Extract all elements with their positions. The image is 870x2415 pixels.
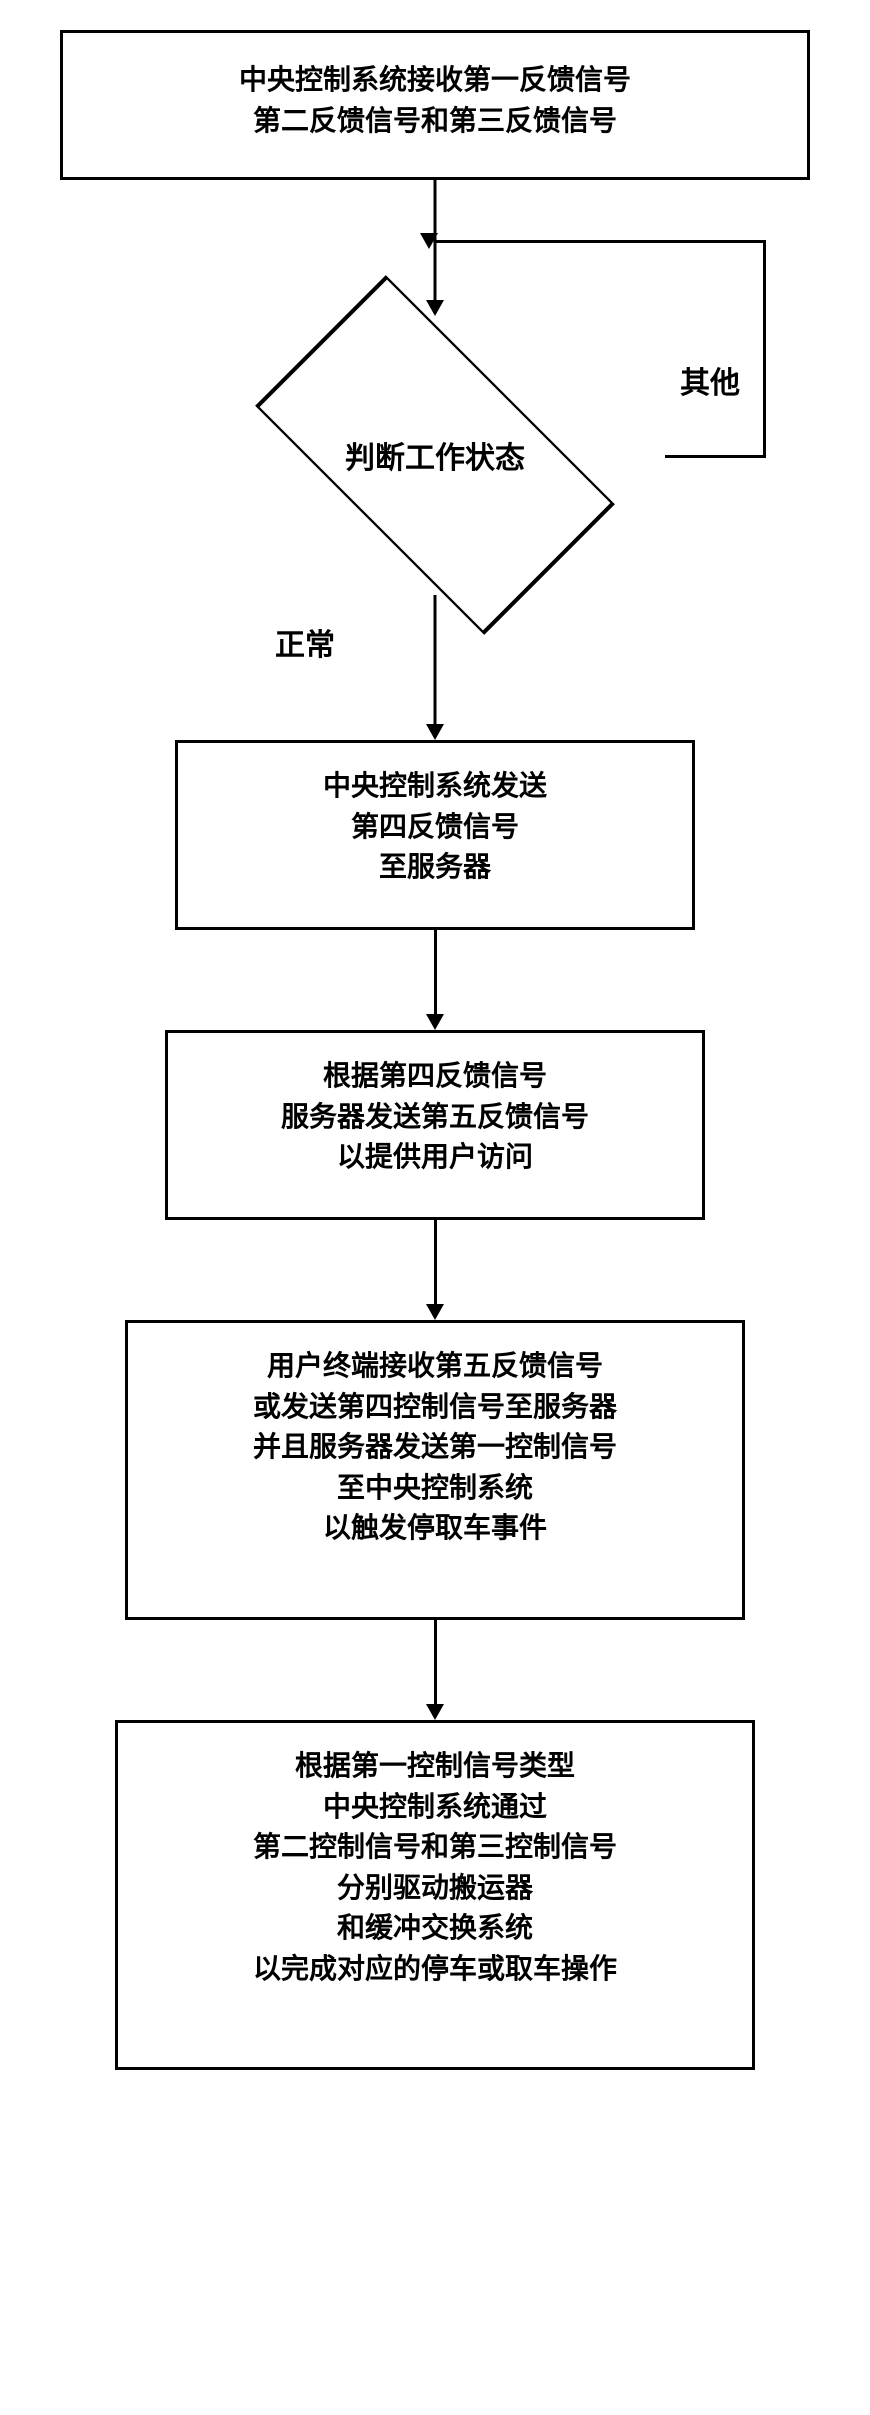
process-box-1: 中央控制系统接收第一反馈信号 第二反馈信号和第三反馈信号 [60,30,810,180]
n5-l3: 并且服务器发送第一控制信号 [138,1428,732,1469]
n5-l2: 或发送第四控制信号至服务器 [138,1388,732,1429]
decision-box: 判断工作状态 [180,315,690,595]
n5-l1: 用户终端接收第五反馈信号 [138,1347,732,1388]
process-box-3: 中央控制系统发送 第四反馈信号 至服务器 [175,740,695,930]
n3-l1: 中央控制系统发送 [188,767,682,808]
n6-l4: 分别驱动搬运器 [128,1869,742,1910]
n3-l2: 第四反馈信号 [188,808,682,849]
loop-region: 判断工作状态 其他 [45,180,825,650]
process-box-5: 用户终端接收第五反馈信号 或发送第四控制信号至服务器 并且服务器发送第一控制信号… [125,1320,745,1620]
n4-l2: 服务器发送第五反馈信号 [178,1098,692,1139]
n5-l5: 以触发停取车事件 [138,1509,732,1550]
process-box-6: 根据第一控制信号类型 中央控制系统通过 第二控制信号和第三控制信号 分别驱动搬运… [115,1720,755,2070]
n1-line1: 中央控制系统接收第一反馈信号 [73,61,797,102]
n6-l1: 根据第一控制信号类型 [128,1747,742,1788]
n2-text: 判断工作状态 [345,442,525,475]
n6-l3: 第二控制信号和第三控制信号 [128,1828,742,1869]
process-box-4: 根据第四反馈信号 服务器发送第五反馈信号 以提供用户访问 [165,1030,705,1220]
n4-l1: 根据第四反馈信号 [178,1057,692,1098]
n1-line2: 第二反馈信号和第三反馈信号 [73,102,797,143]
edge-label-normal: 正常 [275,620,335,664]
n3-l3: 至服务器 [188,848,682,889]
n6-l2: 中央控制系统通过 [128,1788,742,1829]
n5-l4: 至中央控制系统 [138,1469,732,1510]
n6-l6: 以完成对应的停车或取车操作 [128,1950,742,1991]
n6-l5: 和缓冲交换系统 [128,1909,742,1950]
edge-label-other: 其他 [680,358,740,402]
n4-l3: 以提供用户访问 [178,1138,692,1179]
